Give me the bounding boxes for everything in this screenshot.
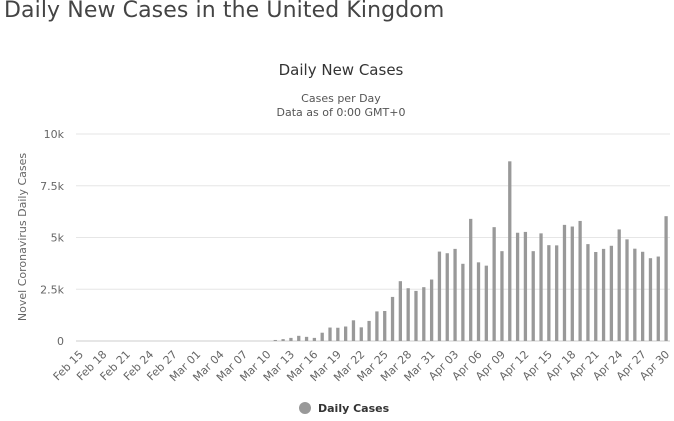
- bar: [539, 233, 543, 341]
- chart-title: Daily New Cases: [279, 61, 404, 79]
- bar: [273, 339, 277, 341]
- bar: [500, 251, 504, 341]
- bar: [601, 248, 606, 341]
- y-tick-label: 5k: [51, 232, 65, 245]
- bar: [398, 281, 402, 341]
- bar: [469, 218, 473, 341]
- bar: [578, 220, 582, 341]
- bar: [336, 327, 340, 341]
- bar: [453, 248, 457, 341]
- chart-subtitle-line: Data as of 0:00 GMT+0: [277, 106, 406, 119]
- y-axis-ticks: 0 2.5k 5k 7.5k 10k: [40, 128, 64, 348]
- bar: [429, 279, 434, 341]
- y-tick-label: 2.5k: [40, 283, 64, 296]
- bar: [594, 251, 598, 341]
- bar: [609, 245, 614, 341]
- y-tick-label: 0: [57, 335, 64, 348]
- bar: [476, 262, 481, 341]
- bar: [508, 161, 512, 341]
- bar: [289, 337, 293, 341]
- bar: [422, 287, 426, 341]
- bar: [633, 248, 637, 341]
- bar: [359, 327, 363, 341]
- bar: [664, 216, 668, 341]
- y-tick-label: 7.5k: [40, 180, 64, 193]
- bar: [562, 224, 567, 341]
- chart-subtitle-line: Cases per Day: [301, 92, 381, 105]
- bar: [281, 339, 285, 341]
- y-axis-title: Novel Coronavirus Daily Cases: [16, 153, 29, 321]
- bar: [617, 229, 621, 341]
- bar: [641, 251, 645, 341]
- legend-marker: [299, 402, 311, 414]
- bar: [648, 258, 653, 341]
- bar: [390, 296, 395, 341]
- bar: [625, 239, 629, 341]
- page-title: Daily New Cases in the United Kingdom: [4, 0, 445, 23]
- bar: [437, 251, 442, 341]
- bar: [320, 332, 324, 341]
- y-tick-label: 10k: [44, 128, 65, 141]
- legend-label: Daily Cases: [318, 402, 390, 415]
- bar: [492, 227, 496, 341]
- bar: [570, 226, 574, 341]
- bar: [383, 310, 387, 341]
- bar: [312, 337, 317, 341]
- bar: [328, 327, 332, 341]
- bar: [484, 265, 488, 341]
- bar: [523, 231, 528, 341]
- bar-series: [273, 161, 668, 341]
- bar: [297, 335, 301, 341]
- bar: [406, 288, 410, 341]
- bar: [351, 320, 356, 341]
- bar: [461, 263, 465, 341]
- bar: [304, 336, 309, 341]
- bar: [344, 326, 348, 341]
- bar: [445, 253, 449, 341]
- legend[interactable]: Daily Cases: [299, 402, 390, 415]
- bar: [375, 311, 379, 341]
- bar: [586, 244, 590, 341]
- bar: [531, 251, 535, 341]
- bar: [515, 232, 520, 341]
- bar: [555, 245, 559, 341]
- bar: [547, 245, 551, 341]
- bar: [656, 256, 660, 341]
- bar: [367, 320, 371, 341]
- bar: [414, 290, 418, 341]
